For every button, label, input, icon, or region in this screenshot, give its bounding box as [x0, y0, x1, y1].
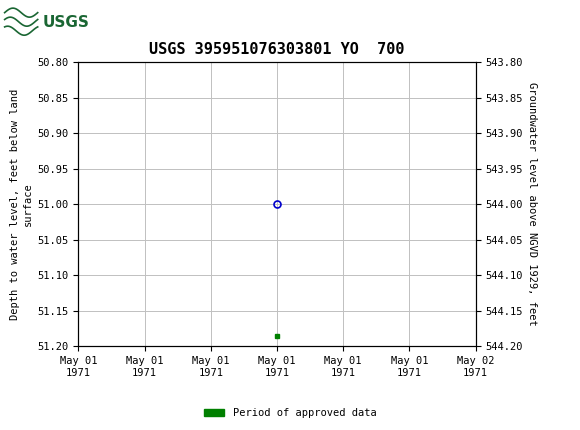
Y-axis label: Depth to water level, feet below land
surface: Depth to water level, feet below land su…: [10, 89, 33, 320]
Bar: [3, 3, 78, 42]
Title: USGS 395951076303801 YO  700: USGS 395951076303801 YO 700: [149, 42, 405, 57]
Text: USGS: USGS: [42, 15, 89, 30]
Legend: Period of approved data: Period of approved data: [200, 404, 380, 423]
Y-axis label: Groundwater level above NGVD 1929, feet: Groundwater level above NGVD 1929, feet: [527, 83, 537, 326]
